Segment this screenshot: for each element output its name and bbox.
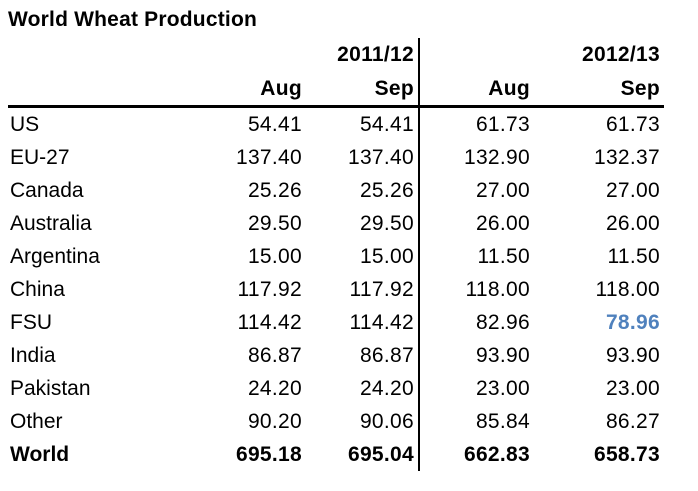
value-cell: 26.00: [605, 211, 660, 235]
production-table: 2011/12 2012/13 Aug Sep Aug Sep US 54.41…: [8, 38, 664, 471]
value-cell: 11.50: [477, 244, 530, 268]
value-cell: 137.40: [306, 141, 420, 174]
value-cell: 86.87: [247, 343, 302, 367]
value-cell: 25.26: [247, 178, 302, 202]
value-cell: 117.92: [237, 277, 302, 301]
table-row-total: World 695.18 695.04 662.83 658.73: [8, 438, 664, 471]
value-cell: 662.83: [463, 442, 530, 466]
table-row: China 117.92 117.92 118.00 118.00: [8, 273, 664, 306]
value-cell: 11.50: [607, 244, 660, 268]
value-cell: 27.00: [475, 178, 530, 202]
value-cell: 25.26: [306, 174, 420, 207]
table-row: Canada 25.26 25.26 27.00 27.00: [8, 174, 664, 207]
highlighted-value-fsu-sep: 78.96: [605, 310, 660, 334]
value-cell: 86.87: [306, 339, 420, 372]
value-cell: 86.27: [605, 409, 660, 433]
table-row: EU-27 137.40 137.40 132.90 132.37: [8, 141, 664, 174]
table-row: Pakistan 24.20 24.20 23.00 23.00: [8, 372, 664, 405]
spreadsheet-area: World Wheat Production 2011/12 2012/13 A…: [8, 8, 664, 471]
column-header-sep-2011-12: Sep: [306, 72, 420, 108]
value-cell: 23.00: [475, 376, 530, 400]
row-label-china: China: [10, 277, 65, 301]
value-cell: 23.00: [605, 376, 660, 400]
value-cell: 114.42: [306, 306, 420, 339]
value-cell: 93.90: [475, 343, 530, 367]
row-label-pakistan: Pakistan: [10, 376, 91, 400]
row-label-canada: Canada: [10, 178, 84, 202]
value-cell: 132.37: [593, 145, 660, 169]
row-label-fsu: FSU: [10, 310, 52, 334]
column-group-2012-13: 2012/13: [581, 43, 660, 66]
value-cell: 54.41: [247, 112, 302, 136]
value-cell: 24.20: [247, 376, 302, 400]
row-label-world: World: [10, 442, 70, 466]
column-group-2011-12: 2011/12: [306, 38, 420, 72]
table-row: India 86.87 86.87 93.90 93.90: [8, 339, 664, 372]
row-label-us: US: [10, 112, 40, 136]
value-cell: 29.50: [247, 211, 302, 235]
value-cell: 15.00: [247, 244, 302, 268]
value-cell: 117.92: [306, 273, 420, 306]
row-label-australia: Australia: [10, 211, 92, 235]
row-label-india: India: [10, 343, 56, 367]
value-cell: 61.73: [475, 112, 530, 136]
value-cell: 132.90: [463, 145, 530, 169]
column-header-row: Aug Sep Aug Sep: [8, 72, 664, 108]
spacer-cell: [8, 72, 161, 108]
value-cell: 54.41: [306, 106, 420, 141]
value-cell: 82.96: [475, 310, 530, 334]
page-title: World Wheat Production: [8, 8, 257, 31]
value-cell: 85.84: [475, 409, 530, 433]
value-cell: 118.00: [465, 277, 530, 301]
table-row: FSU 114.42 114.42 82.96 78.96: [8, 306, 664, 339]
table-row: Argentina 15.00 15.00 11.50 11.50: [8, 240, 664, 273]
value-cell: 61.73: [605, 112, 660, 136]
column-group-header-row: 2011/12 2012/13: [8, 38, 664, 72]
column-header-sep-2012-13: Sep: [534, 72, 664, 108]
row-label-other: Other: [10, 409, 63, 433]
value-cell: 695.18: [235, 442, 302, 466]
row-label-argentina: Argentina: [10, 244, 100, 268]
value-cell: 90.06: [306, 405, 420, 438]
value-cell: 29.50: [306, 207, 420, 240]
value-cell: 114.42: [237, 310, 302, 334]
column-header-aug-2012-13: Aug: [419, 72, 534, 108]
spacer-cell: [8, 38, 161, 72]
column-header-aug-2011-12: Aug: [161, 72, 306, 108]
value-cell: 27.00: [605, 178, 660, 202]
value-cell: 658.73: [593, 442, 660, 466]
value-cell: 695.04: [306, 438, 420, 471]
table-row: Australia 29.50 29.50 26.00 26.00: [8, 207, 664, 240]
value-cell: 93.90: [605, 343, 660, 367]
value-cell: 118.00: [595, 277, 660, 301]
value-cell: 90.20: [247, 409, 302, 433]
value-cell: 15.00: [306, 240, 420, 273]
spacer-cell: [419, 38, 534, 72]
spacer-cell: [161, 38, 306, 72]
table-row: US 54.41 54.41 61.73 61.73: [8, 106, 664, 141]
value-cell: 26.00: [475, 211, 530, 235]
table-row: Other 90.20 90.06 85.84 86.27: [8, 405, 664, 438]
value-cell: 137.40: [235, 145, 302, 169]
row-label-eu-27: EU-27: [10, 145, 70, 169]
value-cell: 24.20: [306, 372, 420, 405]
